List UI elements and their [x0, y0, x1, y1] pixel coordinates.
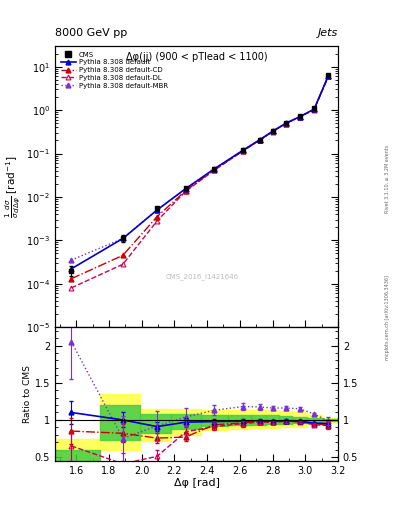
Legend: CMS, Pythia 8.308 default, Pythia 8.308 default-CD, Pythia 8.308 default-DL, Pyt: CMS, Pythia 8.308 default, Pythia 8.308 …	[59, 50, 170, 91]
Y-axis label: Ratio to CMS: Ratio to CMS	[23, 365, 32, 423]
Text: Jets: Jets	[318, 28, 338, 38]
Y-axis label: $\frac{1}{\sigma}\frac{d\sigma}{d\Delta\varphi}$ [rad$^{-1}$]: $\frac{1}{\sigma}\frac{d\sigma}{d\Delta\…	[4, 155, 23, 218]
Text: 8000 GeV pp: 8000 GeV pp	[55, 28, 127, 38]
Text: CMS_2016_I1421646: CMS_2016_I1421646	[165, 273, 239, 280]
Text: Δφ(jj) (900 < pTlead < 1100): Δφ(jj) (900 < pTlead < 1100)	[126, 52, 267, 62]
Text: Rivet 3.1.10, ≥ 3.2M events: Rivet 3.1.10, ≥ 3.2M events	[385, 145, 390, 214]
X-axis label: Δφ [rad]: Δφ [rad]	[173, 478, 220, 488]
Text: mcplots.cern.ch [arXiv:1306.3436]: mcplots.cern.ch [arXiv:1306.3436]	[385, 275, 390, 360]
